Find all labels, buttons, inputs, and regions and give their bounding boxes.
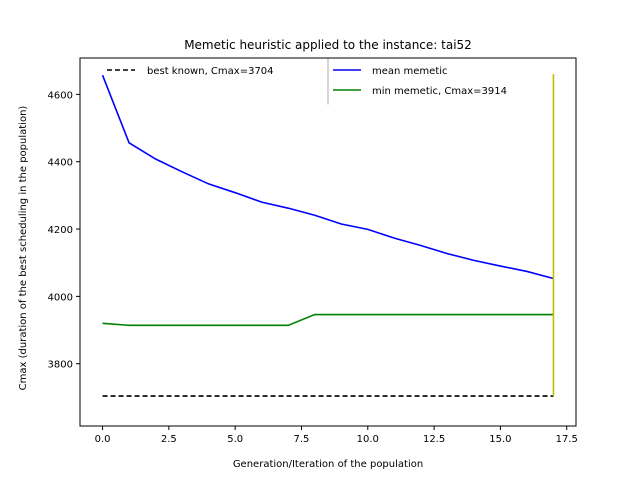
plot-area	[101, 58, 555, 397]
legend-label-best-known: best known, Cmax=3704	[147, 66, 274, 77]
legend-item-best-known: best known, Cmax=3704	[107, 66, 274, 77]
x-tick-label: 7.5	[294, 434, 310, 445]
y-tick-label: 4200	[48, 225, 73, 236]
legend-label-mean-memetic: mean memetic	[372, 66, 448, 77]
x-tick-label: 5.0	[227, 434, 243, 445]
x-tick-label: 12.5	[423, 434, 445, 445]
y-tick-label: 3800	[48, 360, 73, 371]
x-axis-label: Generation/Iteration of the population	[233, 459, 423, 470]
chart-title: Memetic heuristic applied to the instanc…	[184, 38, 472, 52]
axes-frame	[79, 57, 577, 427]
series-line-mean-memetic	[101, 74, 554, 280]
y-tick-label: 4400	[48, 158, 73, 169]
legend-item-mean-memetic: mean memetic	[333, 66, 448, 77]
legend-item-min-memetic: min memetic, Cmax=3914	[333, 86, 507, 97]
y-axis: 3800 4000 4200 4400 4600	[48, 90, 80, 371]
legend: best known, Cmax=3704 mean memetic min m…	[107, 66, 507, 97]
x-tick-label: 0.0	[95, 434, 111, 445]
series-line-min-memetic	[102, 313, 554, 327]
y-tick-label: 4600	[48, 90, 73, 101]
legend-label-min-memetic: min memetic, Cmax=3914	[372, 86, 507, 97]
x-tick-label: 17.5	[556, 434, 578, 445]
x-tick-label: 10.0	[357, 434, 379, 445]
x-tick-label: 15.0	[489, 434, 511, 445]
y-tick-label: 4000	[48, 292, 73, 303]
x-tick-label: 2.5	[161, 434, 177, 445]
y-axis-label: Cmax (duration of the best scheduling in…	[18, 106, 29, 391]
x-axis: 0.0 2.5 5.0 7.5 10.0 12.5 15.0 17.5	[95, 426, 578, 445]
